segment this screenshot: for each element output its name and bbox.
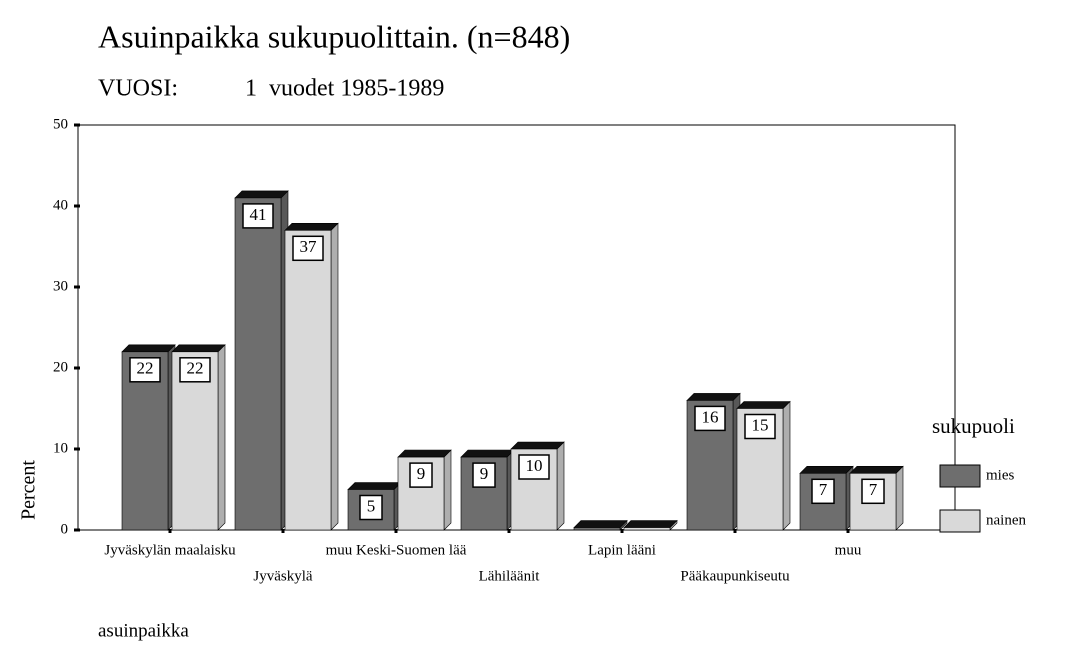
bar-top xyxy=(573,520,628,528)
value-label-box xyxy=(518,454,550,480)
bar-side xyxy=(895,465,904,531)
value-label: 9 xyxy=(417,464,426,483)
value-label: 37 xyxy=(300,237,318,256)
y-tick-label: 50 xyxy=(53,116,68,132)
value-label: 10 xyxy=(526,456,543,475)
bar-top xyxy=(510,441,565,450)
legend-swatch xyxy=(939,509,981,533)
bar-side xyxy=(782,400,791,531)
y-tick-label: 30 xyxy=(53,278,68,294)
value-label-box xyxy=(472,462,496,488)
value-label-box xyxy=(129,357,161,383)
value-label-box xyxy=(292,235,324,262)
chart-title: Asuinpaikka sukupuolittain. (n=848) xyxy=(98,18,570,54)
bar-top xyxy=(284,223,339,231)
value-label-box xyxy=(811,478,835,505)
x-tick-label: Pääkaupunkiseutu xyxy=(680,568,790,584)
bar xyxy=(573,527,621,531)
value-label: 9 xyxy=(480,464,489,483)
subtitle-label: VUOSI: xyxy=(98,76,178,102)
bar-top xyxy=(623,520,678,528)
value-label: 15 xyxy=(752,415,769,434)
x-tick-label: muu Keski-Suomen lää xyxy=(326,542,467,558)
bar-top xyxy=(234,190,289,199)
legend-label: mies xyxy=(986,467,1014,483)
y-tick-label: 40 xyxy=(53,197,68,213)
bar-top xyxy=(849,465,904,474)
y-tick-label: 10 xyxy=(53,440,68,456)
value-label: 22 xyxy=(187,359,204,378)
value-label-box xyxy=(242,203,274,229)
bar-top xyxy=(121,344,176,353)
y-axis-label: Percent xyxy=(18,460,40,520)
bar xyxy=(623,527,671,531)
bar-top xyxy=(460,449,515,458)
x-tick-label: Jyväskylä xyxy=(253,568,313,584)
value-label: 7 xyxy=(819,480,828,499)
bar-top xyxy=(799,465,854,474)
value-label-box xyxy=(694,405,726,432)
x-tick-label: Lapin lääni xyxy=(588,542,656,558)
bar-top xyxy=(397,449,452,458)
x-tick-label: muu xyxy=(835,542,862,558)
x-tick-label: Lähiläänit xyxy=(479,568,541,584)
value-label-box xyxy=(861,478,885,505)
bar-top xyxy=(171,344,226,353)
x-axis-label: asuinpaikka xyxy=(98,620,189,641)
bar-side xyxy=(556,441,565,531)
bar-side xyxy=(330,222,339,531)
legend-label: nainen xyxy=(986,512,1026,528)
value-label: 16 xyxy=(702,407,719,426)
bar-top xyxy=(736,401,791,409)
value-label-box xyxy=(359,494,383,521)
legend-title: sukupuoli xyxy=(932,414,1015,438)
y-tick-label: 20 xyxy=(53,359,68,375)
legend-swatch xyxy=(939,464,981,488)
subtitle: 1 vuodet 1985-1989 xyxy=(245,76,444,102)
bar-side xyxy=(217,344,226,531)
y-tick-label: 0 xyxy=(61,521,69,537)
bar xyxy=(284,230,332,531)
value-label: 5 xyxy=(367,496,376,515)
bar xyxy=(234,197,282,531)
bar-top xyxy=(686,393,741,401)
bar-top xyxy=(347,482,402,490)
bar-side xyxy=(443,449,452,531)
value-label: 22 xyxy=(137,359,154,378)
value-label-box xyxy=(409,462,433,488)
value-label-box xyxy=(179,357,211,383)
value-label: 7 xyxy=(869,480,878,499)
x-tick-label: Jyväskylän maalaisku xyxy=(104,542,236,558)
value-label: 41 xyxy=(250,205,267,224)
value-label-box xyxy=(744,413,776,440)
